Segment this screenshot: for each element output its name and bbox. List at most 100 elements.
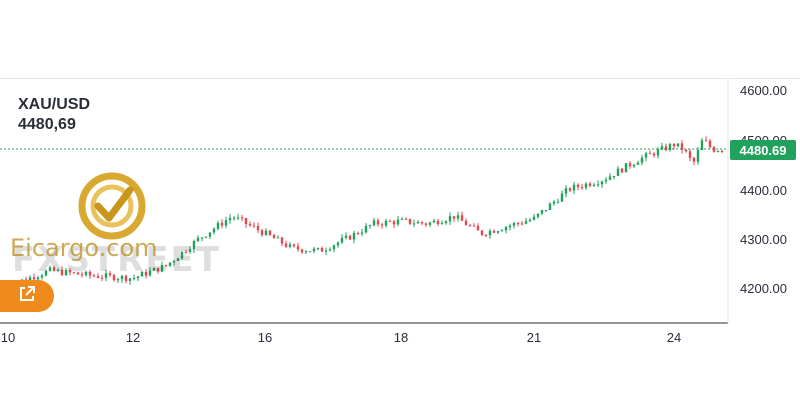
- candle-body: [380, 224, 384, 226]
- candle-body: [608, 176, 612, 180]
- candle-body: [340, 237, 344, 243]
- candle-body: [676, 143, 680, 147]
- candle-body: [200, 237, 204, 239]
- candle-body: [308, 251, 312, 253]
- candle-body: [672, 144, 676, 147]
- candle-body: [532, 216, 536, 220]
- candle-body: [104, 273, 108, 278]
- candle-body: [720, 150, 724, 152]
- logo-badge: [76, 170, 148, 242]
- candle-body: [348, 235, 352, 240]
- candle-body: [240, 217, 244, 219]
- candle-body: [320, 247, 324, 252]
- candle-body: [180, 251, 184, 259]
- candle-body: [144, 271, 148, 276]
- candle-body: [60, 269, 64, 276]
- candle-body: [592, 184, 596, 186]
- candle-body: [704, 140, 708, 142]
- candle-body: [120, 275, 124, 280]
- candle-body: [556, 201, 560, 203]
- candle-body: [412, 223, 416, 225]
- candle-body: [424, 223, 428, 225]
- candle-body: [624, 163, 628, 173]
- candle-body: [344, 235, 348, 238]
- candle-body: [400, 218, 404, 220]
- candle-body: [368, 225, 372, 227]
- candle-body: [164, 264, 168, 266]
- candle-body: [252, 225, 256, 227]
- candle-body: [396, 219, 400, 225]
- y-tick-label: 4300.00: [740, 232, 787, 247]
- candle-body: [336, 242, 340, 246]
- candle-body: [148, 270, 152, 276]
- candle-body: [40, 275, 44, 278]
- candle-body: [280, 237, 284, 244]
- external-link-icon: [18, 285, 36, 308]
- candle-body: [660, 146, 664, 150]
- candle-body: [520, 223, 524, 225]
- candle-body: [272, 235, 276, 239]
- candle-body: [352, 232, 356, 240]
- candle-body: [604, 179, 608, 182]
- candle-body: [392, 221, 396, 225]
- candle-body: [600, 181, 604, 185]
- candle-body: [652, 153, 656, 156]
- candle-body: [536, 213, 540, 217]
- candle-body: [324, 250, 328, 252]
- candle-body: [288, 244, 292, 247]
- candle-body: [648, 153, 652, 155]
- top-divider: [0, 78, 800, 79]
- candle-body: [596, 184, 600, 186]
- external-link-button[interactable]: [0, 280, 54, 312]
- candle-body: [64, 269, 68, 276]
- candle-body: [136, 276, 140, 279]
- candle-body: [220, 222, 224, 226]
- candle-body: [132, 278, 136, 280]
- candle-body: [304, 251, 308, 253]
- candle-body: [68, 269, 72, 273]
- candle-body: [228, 217, 232, 221]
- candle-body: [588, 183, 592, 186]
- candle-body: [700, 140, 704, 151]
- candle-body: [500, 230, 504, 232]
- candle-body: [552, 201, 556, 204]
- candle-body: [112, 275, 116, 281]
- candle-body: [52, 267, 56, 271]
- candle-body: [212, 228, 216, 233]
- candle-body: [504, 227, 508, 231]
- x-tick-label: 21: [526, 330, 542, 345]
- candle-body: [524, 221, 528, 224]
- candle-body: [264, 230, 268, 236]
- candle-body: [296, 246, 300, 250]
- candle-body: [300, 249, 304, 253]
- candle-body: [92, 275, 96, 277]
- x-tick-label: 18: [393, 330, 409, 345]
- candle-body: [176, 258, 180, 261]
- candle-body: [72, 272, 76, 274]
- candle-body: [96, 276, 100, 278]
- candle-body: [684, 149, 688, 152]
- candle-body: [628, 163, 632, 167]
- candle-body: [28, 277, 32, 281]
- candle-body: [156, 267, 160, 272]
- last-price-tag: 4480.69: [730, 140, 796, 160]
- price-label: 4480,69: [18, 116, 76, 133]
- candle-body: [452, 216, 456, 219]
- candle-body: [444, 221, 448, 224]
- candle-body: [432, 220, 436, 223]
- candle-body: [496, 231, 500, 233]
- candle-body: [88, 271, 92, 276]
- candle-body: [184, 251, 188, 253]
- candle-body: [436, 220, 440, 225]
- candle-body: [428, 222, 432, 225]
- candle-body: [316, 247, 320, 249]
- candle-body: [332, 245, 336, 250]
- candle-body: [268, 230, 272, 236]
- candle-body: [548, 203, 552, 211]
- candle-body: [512, 223, 516, 226]
- candle-body: [464, 220, 468, 226]
- candle-body: [328, 249, 332, 251]
- x-tick-label: 16: [257, 330, 273, 345]
- candle-body: [568, 188, 572, 191]
